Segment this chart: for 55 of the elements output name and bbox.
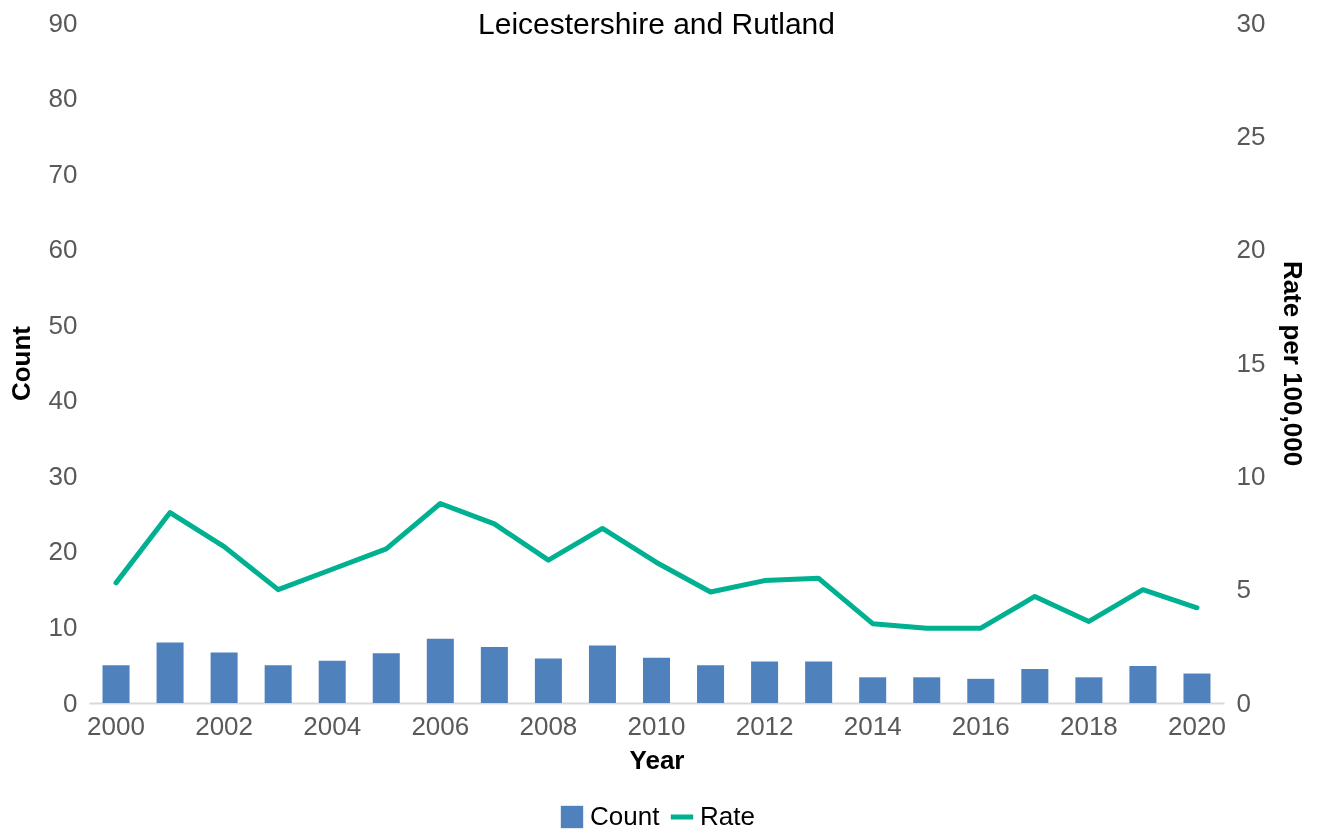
y2-tick-label: 20 <box>1236 234 1266 265</box>
y-tick-label: 20 <box>48 536 78 567</box>
x-tick-label: 2010 <box>627 710 686 741</box>
x-tick-label: 2020 <box>1168 710 1226 741</box>
bar <box>805 661 833 703</box>
x-tick-label: 2016 <box>951 710 1010 741</box>
bar <box>1129 665 1157 703</box>
bar <box>1183 673 1211 703</box>
y2-tick-label: 5 <box>1236 574 1251 605</box>
bar <box>913 677 941 703</box>
bar <box>264 665 292 703</box>
bar <box>697 665 725 703</box>
y-tick-label: 50 <box>48 309 78 340</box>
bar <box>156 642 184 703</box>
bar <box>480 647 508 703</box>
legend-label: Count <box>590 801 661 831</box>
x-tick-label: 2000 <box>87 710 145 741</box>
legend-label: Rate <box>700 801 755 831</box>
bar <box>372 653 400 703</box>
bar <box>967 678 995 703</box>
bar <box>642 657 671 703</box>
x-tick-label: 2018 <box>1059 710 1118 741</box>
bar <box>1021 669 1049 703</box>
bar <box>318 660 346 703</box>
y-tick-label: 80 <box>48 83 78 114</box>
bar <box>588 645 616 703</box>
y-axis-title: Count <box>5 325 36 402</box>
x-axis-title: Year <box>629 744 685 775</box>
y2-tick-label: 10 <box>1236 460 1266 491</box>
x-tick-label: 2008 <box>519 710 578 741</box>
y-tick-label: 60 <box>48 234 78 265</box>
y2-axis-title: Rate per 100,000 <box>1278 260 1309 467</box>
x-tick-label: 2006 <box>411 710 470 741</box>
y2-tick-label: 15 <box>1236 347 1266 378</box>
x-tick-label: 2002 <box>195 710 254 741</box>
y-tick-label: 30 <box>48 460 78 491</box>
bar <box>1075 677 1103 703</box>
bar <box>534 658 562 703</box>
y-tick-label: 10 <box>48 611 78 642</box>
y2-tick-label: 25 <box>1236 120 1266 151</box>
y-tick-label: 40 <box>48 385 78 416</box>
chart-title: Leicestershire and Rutland <box>478 7 835 40</box>
x-tick-label: 2012 <box>735 710 794 741</box>
x-tick-label: 2004 <box>303 710 362 741</box>
x-tick-label: 2014 <box>843 710 902 741</box>
bar <box>751 661 779 703</box>
y2-tick-label: 0 <box>1236 687 1251 718</box>
bar <box>426 638 454 703</box>
bar <box>859 677 887 703</box>
y-tick-label: 90 <box>48 7 78 38</box>
y2-tick-label: 30 <box>1236 7 1266 38</box>
y-tick-label: 0 <box>63 687 78 718</box>
bar <box>210 652 238 703</box>
y-tick-label: 70 <box>48 158 78 189</box>
bar <box>102 665 130 703</box>
